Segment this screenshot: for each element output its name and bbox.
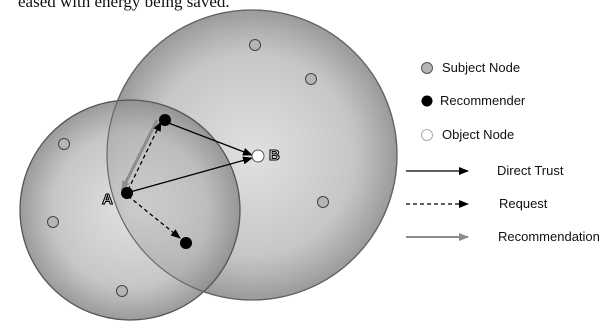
recommendation-arrow (120, 119, 159, 191)
legend-subject-node: Subject Node (442, 60, 521, 75)
legend-recommender: Recommender (440, 93, 526, 108)
node-a (121, 187, 133, 199)
legend-object-node: Object Node (442, 127, 515, 142)
legend-recommender-symbol (421, 95, 433, 107)
legend-request: Request (499, 196, 548, 211)
subject-node (317, 196, 329, 208)
legend-subject-node-symbol (421, 62, 433, 74)
recommender-node (180, 237, 192, 249)
node-b-label: B (269, 147, 280, 164)
subject-node (58, 138, 70, 150)
subject-node (47, 216, 59, 228)
cropped-caption-text: eased with energy being saved. (18, 0, 230, 11)
node-b-object (251, 149, 265, 163)
subject-node (249, 39, 261, 51)
direct-trust-arrow (165, 121, 253, 156)
subject-node (305, 73, 317, 85)
node-b-range-circle (19, 99, 241, 321)
subject-node (116, 285, 128, 297)
legend-recommendation: Recommendation (498, 229, 600, 244)
direct-trust-arrow (129, 156, 253, 193)
request-arrow (127, 121, 162, 191)
legend-object-node-symbol (421, 129, 433, 141)
node-a-label: A (102, 191, 113, 208)
legend-direct-trust: Direct Trust (497, 163, 564, 178)
recommender-node (159, 114, 171, 126)
